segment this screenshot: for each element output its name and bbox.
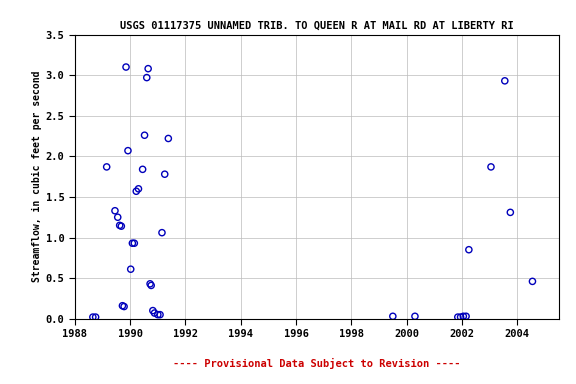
- Point: [113, 214, 122, 220]
- Point: [91, 314, 100, 320]
- Point: [528, 278, 537, 285]
- Point: [461, 313, 471, 319]
- Point: [118, 303, 127, 309]
- Point: [458, 313, 468, 319]
- Point: [123, 147, 132, 154]
- Point: [506, 209, 515, 215]
- Point: [126, 266, 135, 272]
- Point: [88, 314, 97, 320]
- Point: [453, 314, 463, 320]
- Point: [146, 281, 155, 287]
- Point: [410, 313, 419, 319]
- Point: [102, 164, 111, 170]
- Title: USGS 01117375 UNNAMED TRIB. TO QUEEN R AT MAIL RD AT LIBERTY RI: USGS 01117375 UNNAMED TRIB. TO QUEEN R A…: [120, 21, 514, 31]
- Y-axis label: Streamflow, in cubic feet per second: Streamflow, in cubic feet per second: [32, 71, 41, 282]
- Point: [486, 164, 495, 170]
- Point: [157, 230, 166, 236]
- Point: [164, 136, 173, 142]
- Point: [143, 66, 153, 72]
- Point: [134, 186, 143, 192]
- Point: [138, 166, 147, 172]
- Point: [153, 311, 162, 318]
- Point: [117, 223, 126, 229]
- Point: [119, 303, 128, 310]
- Point: [140, 132, 149, 138]
- Point: [160, 171, 169, 177]
- Point: [132, 188, 141, 194]
- Point: [456, 314, 465, 320]
- Point: [148, 308, 157, 314]
- Point: [388, 313, 397, 319]
- Point: [115, 222, 124, 228]
- Point: [500, 78, 509, 84]
- Point: [150, 310, 159, 316]
- Point: [146, 282, 156, 288]
- Point: [142, 74, 151, 81]
- Point: [464, 247, 473, 253]
- Point: [130, 240, 139, 246]
- Point: [156, 311, 165, 318]
- Point: [128, 240, 137, 246]
- Text: ---- Provisional Data Subject to Revision ----: ---- Provisional Data Subject to Revisio…: [173, 358, 461, 369]
- Point: [111, 208, 120, 214]
- Point: [122, 64, 131, 70]
